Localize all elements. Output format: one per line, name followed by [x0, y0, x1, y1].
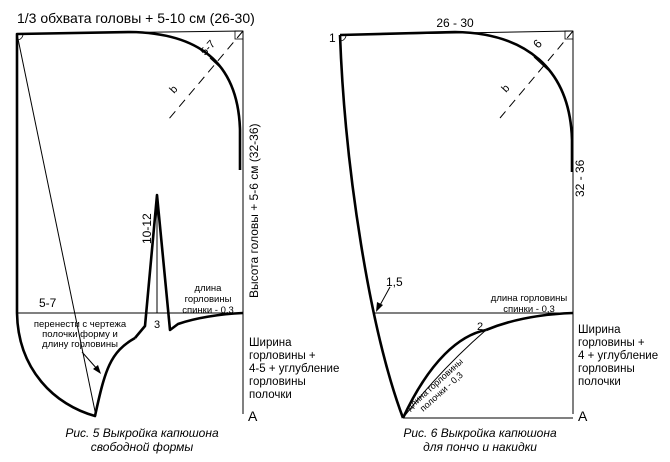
fig5-note-line-1: перенести с чертежа — [34, 319, 127, 330]
fig6-right-angle-mark — [564, 30, 574, 40]
fig5-dart-label: 10-12 — [140, 213, 154, 244]
fig6-front-neck-curve — [401, 328, 487, 419]
figure-6: 1 26 - 30 6 b 32 - 36 1,5 длина горловин… — [329, 16, 658, 454]
fig5-point-a: А — [248, 408, 258, 424]
fig5-neck-back-note: длина горловины спинки - 0,3 — [182, 283, 234, 316]
fig6-arrow-head — [376, 302, 383, 312]
fig5-width-line-4: горловины — [249, 376, 306, 388]
fig5-note-line-2: полочки форму и — [42, 329, 118, 340]
fig5-front-outline — [15, 312, 136, 418]
fig5-mark-3: 3 — [154, 319, 160, 331]
fig5-arrow-head — [93, 365, 101, 374]
fig6-point-a: А — [578, 408, 588, 424]
fig6-arrow-line — [378, 286, 391, 308]
fig5-dart-outline — [134, 193, 244, 339]
fig5-note-line-3: длину горловины — [42, 339, 118, 350]
fig6-back-neck-curve — [485, 311, 574, 332]
fig5-neck-back-line-2: горловины — [185, 294, 232, 305]
fig6-caption-line-1: Рис. 6 Выкройка капюшона — [403, 426, 557, 440]
fig6-width-line-2: горловины + — [578, 337, 645, 349]
fig5-right-angle-mark — [234, 30, 244, 40]
fig5-width-line-1: Ширина — [249, 337, 292, 349]
fig5-neck-back-line-3: спинки - 0,3 — [182, 305, 234, 316]
fig6-corner-1: 1 — [329, 31, 336, 45]
fig6-width-line-4: горловины — [578, 363, 635, 375]
fig5-arrow-line — [81, 351, 99, 371]
fig5-top-label: 1/3 обхвата головы + 5-10 см (26-30) — [17, 10, 255, 26]
fig5-width-note: Ширина горловины + 4-5 + углубление горл… — [249, 337, 339, 401]
fig6-width-line-1: Ширина — [578, 324, 621, 336]
fig6-neck-back-line-2: спинки - 0,3 — [503, 304, 555, 315]
fig5-caption-line-1: Рис. 5 Выкройка капюшона — [65, 426, 219, 440]
fig6-width-note: Ширина горловины + 4 + углубление горлов… — [578, 324, 658, 388]
fig5-side-label: Высота головы + 5-6 см (32-36) — [247, 123, 261, 298]
fig5-diag-label: 5-7 — [198, 38, 218, 58]
fig6-dashed-diagonal — [499, 30, 574, 119]
fig6-caption-line-2: для пончо и накидки — [423, 440, 537, 454]
fig6-side-label: 32 - 36 — [573, 159, 587, 197]
fig6-neck-back-note: длина горловины спинки - 0,3 — [491, 293, 568, 315]
fig6-b-mark: b — [499, 82, 512, 95]
fig5-transfer-note: перенести с чертежа полочки форму и длин… — [34, 319, 127, 350]
figure-5: 1/3 обхвата головы + 5-10 см (26-30) 5-7… — [15, 10, 339, 454]
fig5-width-line-5: полочки — [249, 389, 292, 401]
fig6-front-neck-note: длина горловины полочки - 0,3 — [404, 356, 464, 413]
fig5-dashed-diagonal — [167, 30, 244, 121]
fig6-top-label: 26 - 30 — [436, 16, 474, 30]
fig6-neck-back-line-1: длина горловины — [491, 293, 568, 304]
fig6-mark-2: 2 — [477, 321, 483, 333]
fig6-mark-15: 1,5 — [386, 275, 403, 289]
fig6-width-line-3: 4 + углубление — [578, 350, 658, 362]
fig6-inner-neck-line — [402, 329, 487, 419]
fig6-width-line-5: полочки — [578, 376, 621, 388]
fig6-diag-label: 6 — [530, 36, 545, 51]
fig5-width-line-2: горловины + — [249, 350, 316, 362]
fig5-diagonal-line — [16, 33, 97, 417]
fig5-caption-line-2: свободной формы — [91, 440, 194, 454]
fig5-hood-outline — [15, 30, 242, 313]
fig5-neck-back-line-1: длина — [195, 283, 223, 294]
fig6-hood-outline — [339, 30, 574, 172]
fig5-width-line-3: 4-5 + углубление — [249, 363, 339, 375]
fig6-front-outline — [338, 34, 405, 419]
fig5-left-label: 5-7 — [39, 296, 57, 310]
fig5-b-mark: b — [167, 83, 180, 96]
